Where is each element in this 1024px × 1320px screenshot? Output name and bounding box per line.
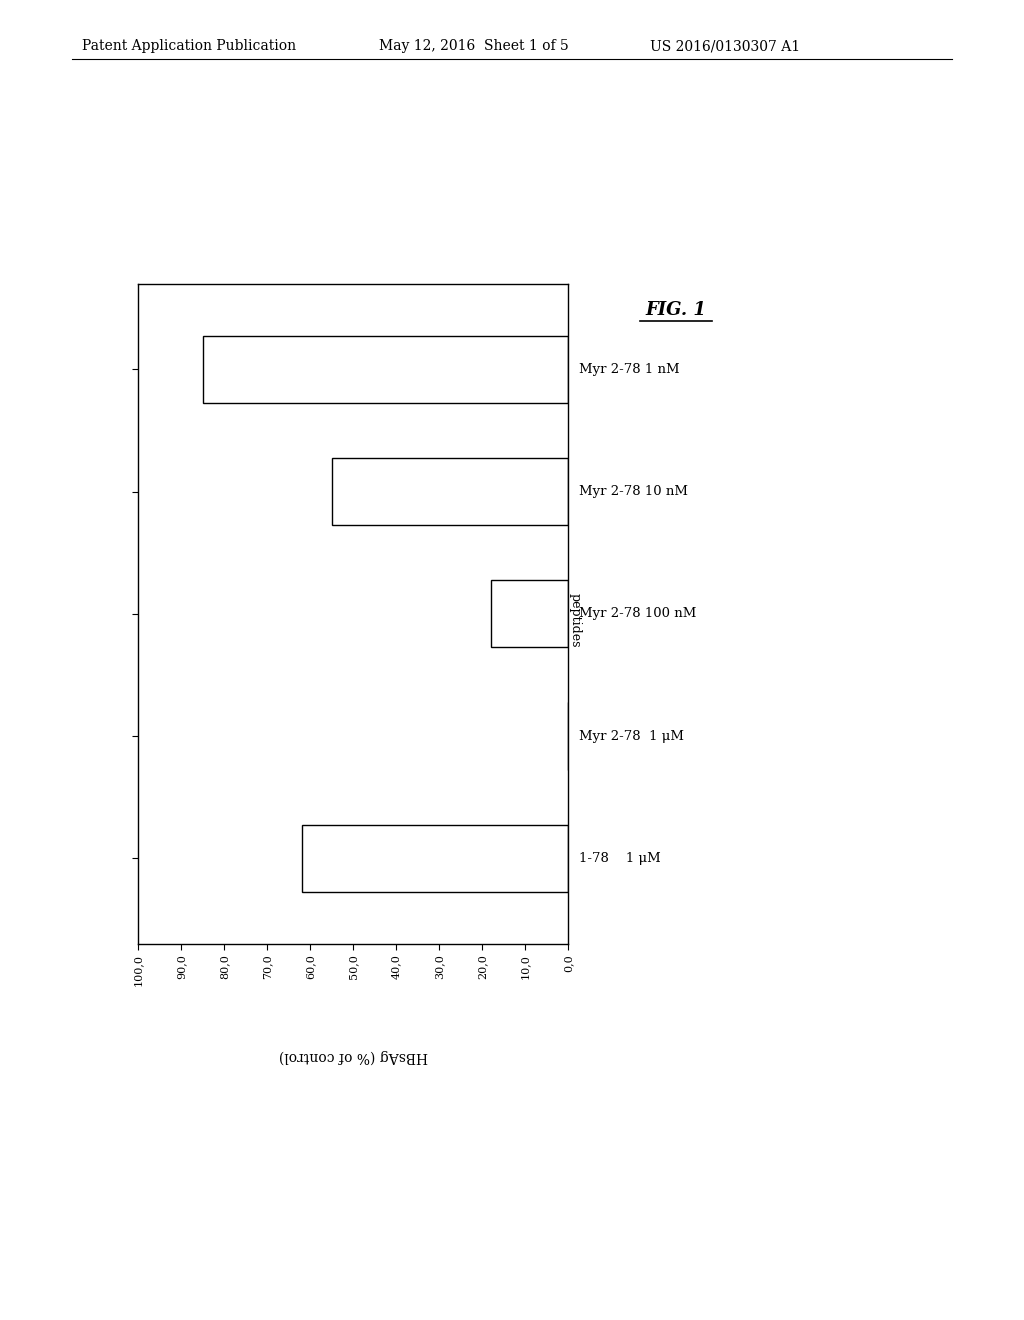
Text: 1-78    1 μM: 1-78 1 μM	[580, 851, 662, 865]
X-axis label: HBsAg (% of control): HBsAg (% of control)	[279, 1048, 428, 1063]
Bar	[332, 458, 568, 525]
Text: May 12, 2016  Sheet 1 of 5: May 12, 2016 Sheet 1 of 5	[379, 40, 568, 53]
Text: US 2016/0130307 A1: US 2016/0130307 A1	[650, 40, 801, 53]
Text: Patent Application Publication: Patent Application Publication	[82, 40, 296, 53]
Text: Myr 2-78 10 nM: Myr 2-78 10 nM	[580, 484, 688, 498]
Bar	[203, 335, 568, 403]
Text: Myr 2-78 100 nM: Myr 2-78 100 nM	[580, 607, 696, 620]
Text: FIG. 1: FIG. 1	[645, 301, 707, 319]
Bar	[302, 825, 568, 892]
Text: peptides: peptides	[569, 593, 582, 648]
Text: Myr 2-78  1 μM: Myr 2-78 1 μM	[580, 730, 684, 743]
Text: Myr 2-78 1 nM: Myr 2-78 1 nM	[580, 363, 680, 376]
Bar	[490, 581, 568, 647]
